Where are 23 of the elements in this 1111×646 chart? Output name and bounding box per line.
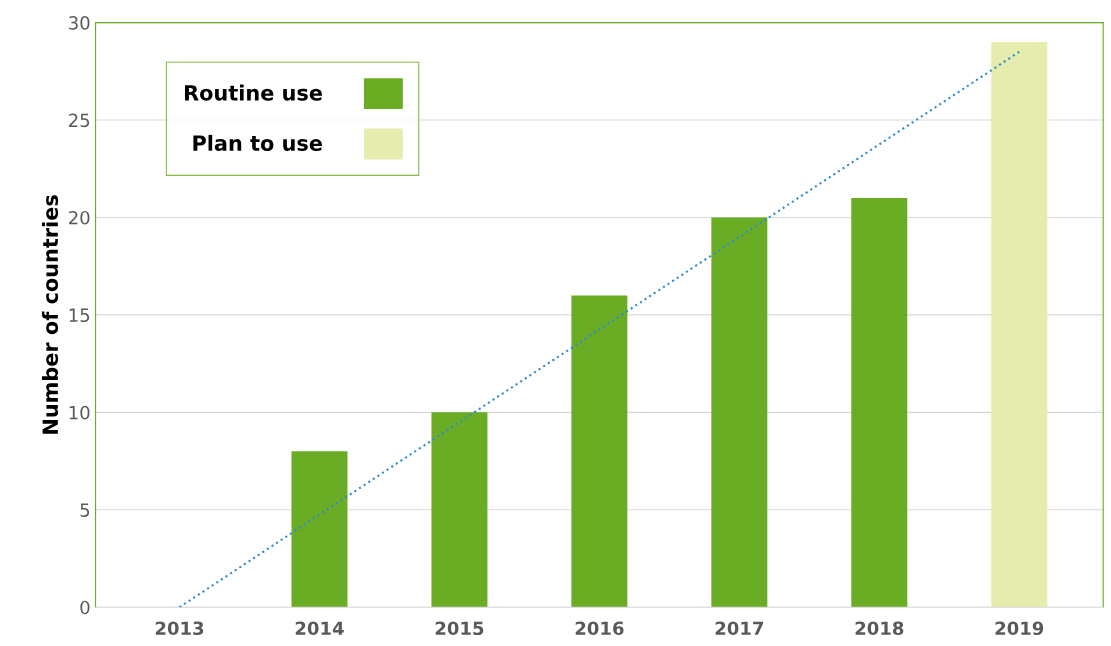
bar	[291, 451, 348, 608]
bar	[851, 198, 908, 608]
y-tick-label: 10	[69, 405, 90, 420]
y-tick-label: 25	[69, 113, 90, 128]
y-tick-label: 5	[80, 503, 90, 517]
y-tick-label: 30	[69, 16, 90, 30]
bar	[571, 295, 628, 608]
x-tick-label: 2016	[575, 621, 624, 636]
y-tick-label: 15	[69, 308, 90, 323]
x-tick-label: 2017	[715, 621, 764, 636]
bar	[711, 217, 768, 608]
legend-label: Plan to use	[193, 134, 322, 151]
legend-label: Routine use	[185, 84, 322, 101]
x-tick-label: 2013	[155, 621, 204, 636]
x-tick-label: 2014	[295, 621, 344, 636]
y-tick-label: 20	[69, 210, 90, 225]
x-tick-label: 2019	[995, 621, 1044, 636]
y-tick-label: 0	[80, 600, 90, 615]
y-axis-title: Number of countries	[41, 195, 59, 434]
x-tick-label: 2018	[855, 621, 904, 636]
x-tick-label: 2015	[435, 621, 484, 636]
bar	[431, 412, 488, 608]
bar	[991, 42, 1048, 608]
